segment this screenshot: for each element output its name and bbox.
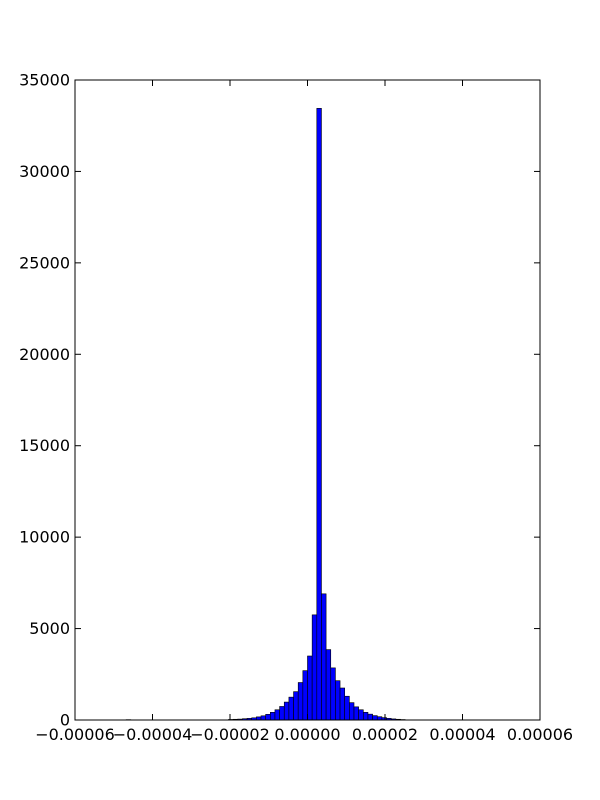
y-tick-label: 30000 <box>19 162 70 181</box>
histogram-bar <box>362 712 369 721</box>
histogram-bar <box>367 713 373 721</box>
histogram-bar <box>293 691 299 721</box>
histogram-bar <box>321 593 327 721</box>
histogram-bar <box>297 682 304 721</box>
histogram-bar <box>265 714 271 721</box>
x-tick-labels: −0.00006−0.00004−0.00002 0.00000 0.00002 0.… <box>35 725 573 744</box>
histogram-bar <box>274 709 280 721</box>
y-tick-label: 25000 <box>19 253 70 272</box>
y-tick-label: 15000 <box>19 436 70 455</box>
histogram-bar <box>288 696 294 721</box>
histogram-bar <box>358 709 364 721</box>
x-tick-label: 0.00004 <box>429 725 495 744</box>
y-tick-label: 20000 <box>19 345 70 364</box>
x-tick-label: 0.00000 <box>274 725 340 744</box>
histogram-bar <box>335 680 341 721</box>
y-tick-label: 5000 <box>29 619 70 638</box>
x-tick-label: −0.00002 <box>190 725 270 744</box>
histogram-bar <box>316 108 322 721</box>
histogram-bar <box>330 667 336 721</box>
x-tick-label: −0.00006 <box>35 725 115 744</box>
histogram-bar <box>283 701 290 721</box>
histogram-bar <box>311 614 318 721</box>
x-tick-label: 0.00006 <box>507 725 573 744</box>
histogram-bar <box>344 695 350 721</box>
histogram-bar <box>339 687 345 721</box>
histogram-bar <box>353 706 359 721</box>
y-tick-label: 10000 <box>19 528 70 547</box>
y-tick-labels: 0 5000 10000 15000 20000 25000 30000 35000 <box>19 71 70 730</box>
x-tick-label: −0.00004 <box>113 725 193 744</box>
y-tick-label: 35000 <box>19 71 70 90</box>
histogram-bar <box>307 655 313 721</box>
plot-frame <box>74 79 541 721</box>
histogram-bar <box>260 715 266 721</box>
histogram-bar <box>325 649 332 721</box>
histogram-bar <box>302 670 308 721</box>
histogram-bar <box>279 706 285 721</box>
histogram-bars <box>125 108 406 721</box>
histogram-bar <box>349 702 355 721</box>
y-tick-label: 0 <box>60 711 70 730</box>
histogram-bar <box>269 712 276 721</box>
histogram-bar <box>372 715 378 721</box>
x-tick-label: 0.00002 <box>352 725 418 744</box>
